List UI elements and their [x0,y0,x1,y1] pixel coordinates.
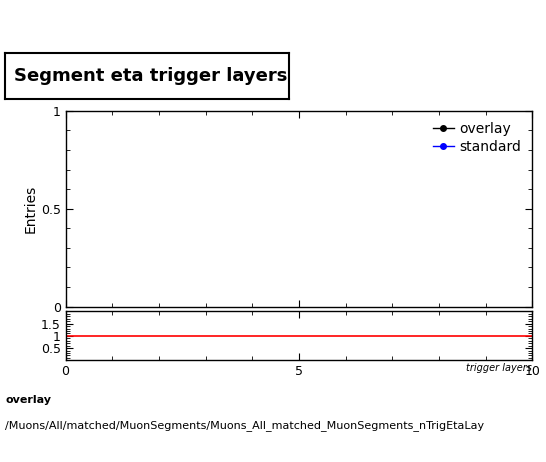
Text: overlay: overlay [5,395,51,405]
Text: /Muons/All/matched/MuonSegments/Muons_All_matched_MuonSegments_nTrigEtaLay: /Muons/All/matched/MuonSegments/Muons_Al… [5,420,485,432]
Y-axis label: Entries: Entries [24,185,38,233]
Text: Segment eta trigger layers: Segment eta trigger layers [14,67,287,85]
Text: trigger layers: trigger layers [466,363,532,373]
Legend: overlay, standard: overlay, standard [429,118,525,158]
